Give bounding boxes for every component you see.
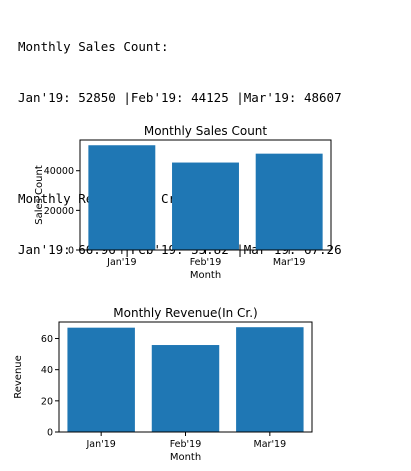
revenue-chart-xlabel: Month — [170, 452, 201, 463]
sales-chart-bar-0 — [88, 145, 156, 250]
console-line-sales-values: Jan'19: 52850 |Feb'19: 44125 |Mar'19: 48… — [18, 90, 342, 105]
revenue-chart-bar-2 — [236, 327, 304, 432]
sales-chart-xlabel: Month — [190, 270, 221, 281]
sales-chart-ytick-label-0: 0 — [68, 246, 74, 257]
sales-chart-ytick-label-1: 20000 — [44, 206, 74, 217]
sales-chart-bar-2 — [255, 153, 323, 250]
sales-chart-xtick-label-1: Feb'19 — [190, 257, 222, 268]
sales-chart-title: Monthly Sales Count — [144, 124, 268, 138]
revenue-chart-title: Monthly Revenue(In Cr.) — [113, 306, 257, 320]
revenue-chart-ytick-label-2: 40 — [41, 365, 53, 376]
revenue-chart-xtick-label-0: Jan'19 — [85, 439, 115, 450]
revenue-chart-ytick-label-1: 20 — [41, 396, 53, 407]
revenue-chart-bar-0 — [67, 327, 135, 432]
sales-chart-ytick-label-2: 40000 — [44, 166, 74, 177]
revenue-chart: Monthly Revenue(In Cr.) Jan'19 Feb'19 Mar'1… — [13, 306, 313, 463]
sales-chart-xtick-label-0: Jan'19 — [106, 257, 136, 268]
revenue-chart-ytick-label-3: 60 — [41, 334, 53, 345]
sales-chart-bar-1 — [172, 162, 239, 250]
sales-chart-ylabel: Sales Count — [34, 165, 45, 225]
revenue-chart-ylabel: Revenue — [13, 355, 24, 399]
console-line-sales-heading: Monthly Sales Count: — [18, 39, 169, 54]
revenue-chart-xtick-label-1: Feb'19 — [170, 439, 202, 450]
sales-count-chart: Monthly Sales Count Jan'19 Feb'19 Mar'19 0 20… — [34, 124, 332, 281]
sales-chart-plot-frame — [79, 139, 332, 251]
revenue-chart-plot-frame — [58, 321, 313, 433]
revenue-chart-xtick-label-2: Mar'19 — [254, 439, 287, 450]
revenue-chart-bar-1 — [151, 345, 220, 432]
revenue-chart-ytick-label-0: 0 — [47, 428, 53, 439]
sales-chart-xtick-label-2: Mar'19 — [273, 257, 306, 268]
